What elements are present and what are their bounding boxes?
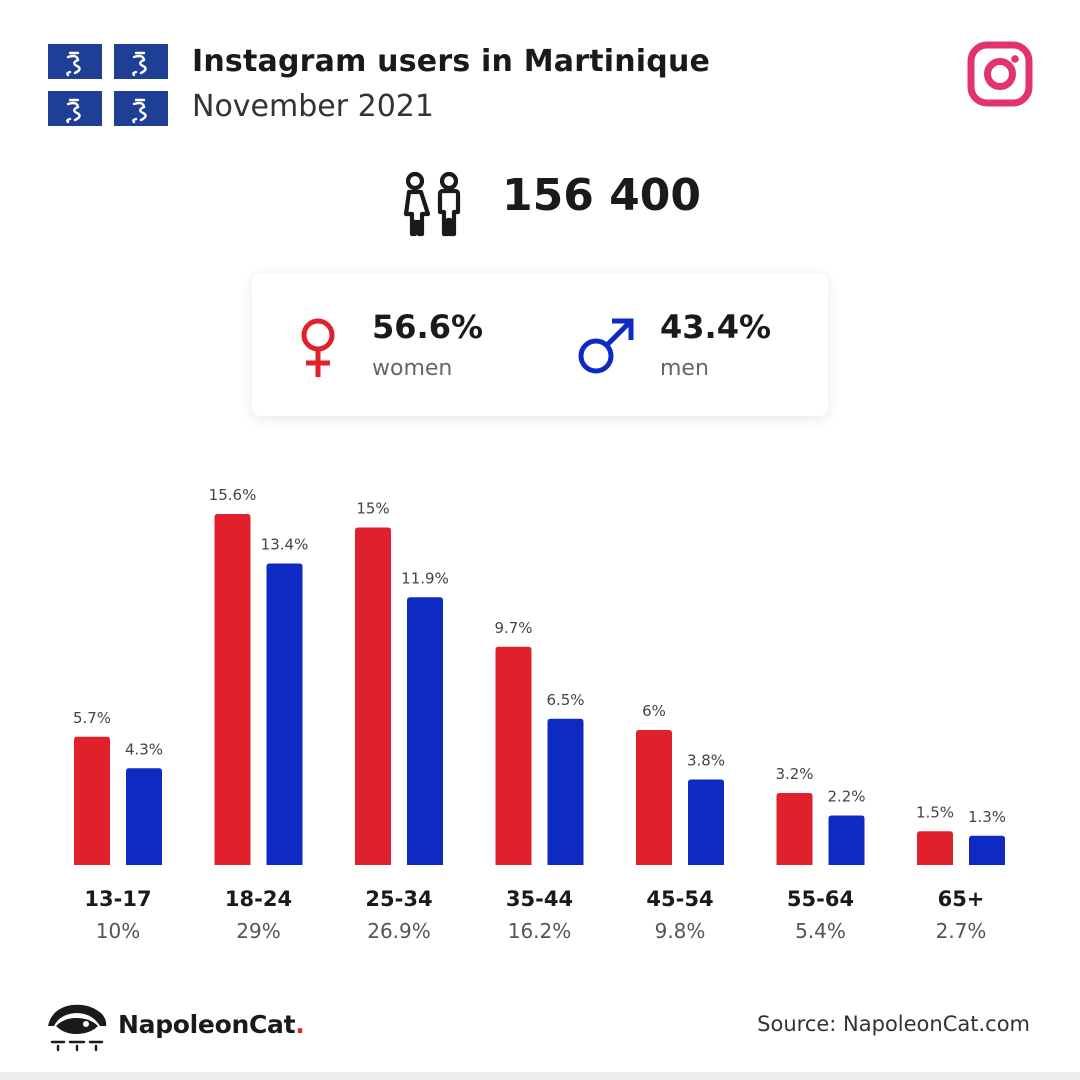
brand-name: NapoleonCat [118, 1010, 296, 1039]
bar-value-label-13-17-series-2: 4.3% [125, 740, 163, 758]
bar-value-label-65+-series-1: 1.5% [916, 803, 954, 821]
category-total-55-64: 5.4% [795, 919, 846, 943]
category-label-65+: 65+ [938, 887, 985, 911]
category-label-55-64: 55-64 [787, 887, 854, 911]
bar-13-17-series-1 [74, 736, 110, 865]
bar-55-64-series-1 [776, 793, 813, 865]
bar-value-label-18-24-series-2: 13.4% [261, 536, 309, 554]
category-label-18-24: 18-24 [225, 887, 292, 911]
category-label-25-34: 25-34 [365, 887, 432, 911]
total-users: 156 400 [502, 170, 702, 221]
category-label-45-54: 45-54 [646, 887, 713, 911]
bar-45-54-series-2 [688, 779, 724, 865]
bar-18-24-series-1 [214, 514, 251, 865]
brand-logo-text: NapoleonCat. [118, 1010, 305, 1039]
bar-value-label-35-44-series-2: 6.5% [546, 691, 584, 709]
category-label-13-17: 13-17 [84, 887, 151, 911]
brand-dot: . [295, 1010, 305, 1039]
category-total-65+: 2.7% [936, 919, 987, 943]
bar-45-54-series-1 [636, 730, 672, 865]
bar-13-17-series-2 [126, 768, 162, 865]
bar-25-34-series-1 [355, 527, 391, 865]
napoleoncat-logo-icon [48, 1004, 107, 1052]
category-total-45-54: 9.8% [655, 919, 706, 943]
male-icon [578, 318, 634, 374]
source-label: Source: NapoleonCat.com [757, 1012, 1030, 1036]
bar-value-label-25-34-series-2: 11.9% [401, 569, 449, 587]
category-total-35-44: 16.2% [508, 919, 572, 943]
bar-65+-series-1 [917, 831, 953, 865]
category-total-25-34: 26.9% [367, 919, 431, 943]
bar-35-44-series-1 [495, 646, 532, 865]
bar-value-label-65+-series-2: 1.3% [968, 808, 1006, 826]
men-label: men [660, 356, 709, 381]
chart-title: Instagram users in Martinique [192, 44, 711, 79]
instagram-icon [967, 41, 1033, 107]
bar-55-64-series-2 [828, 815, 865, 865]
bar-value-label-55-64-series-2: 2.2% [827, 788, 865, 806]
bar-value-label-18-24-series-1: 15.6% [209, 486, 257, 504]
chart-subtitle: November 2021 [192, 89, 434, 124]
age-bar-chart: 5.7% 4.3% 13-17 10% 15.6% 13.4% 18-24 29% 15% 11.… [73, 486, 1006, 943]
men-percent: 43.4% [660, 308, 772, 346]
bar-value-label-25-34-series-1: 15% [356, 500, 389, 518]
bar-value-label-13-17-series-1: 5.7% [73, 709, 111, 727]
bar-18-24-series-2 [266, 563, 303, 865]
bar-25-34-series-2 [407, 597, 443, 865]
martinique-flag-icon [48, 44, 168, 126]
category-total-13-17: 10% [96, 919, 140, 943]
women-percent: 56.6% [372, 308, 484, 346]
gender-card: 56.6% women 43.4% men [252, 274, 828, 416]
bar-35-44-series-2 [547, 718, 584, 865]
women-label: women [372, 356, 453, 381]
bar-value-label-55-64-series-1: 3.2% [775, 765, 813, 783]
bar-value-label-45-54-series-1: 6% [642, 702, 666, 720]
category-total-18-24: 29% [236, 919, 280, 943]
people-icon [403, 171, 461, 237]
bar-65+-series-2 [969, 835, 1005, 865]
bar-value-label-35-44-series-1: 9.7% [494, 619, 532, 637]
female-icon [301, 318, 335, 377]
bottom-divider [0, 1072, 1080, 1080]
category-label-35-44: 35-44 [506, 887, 573, 911]
bar-value-label-45-54-series-2: 3.8% [687, 752, 725, 770]
